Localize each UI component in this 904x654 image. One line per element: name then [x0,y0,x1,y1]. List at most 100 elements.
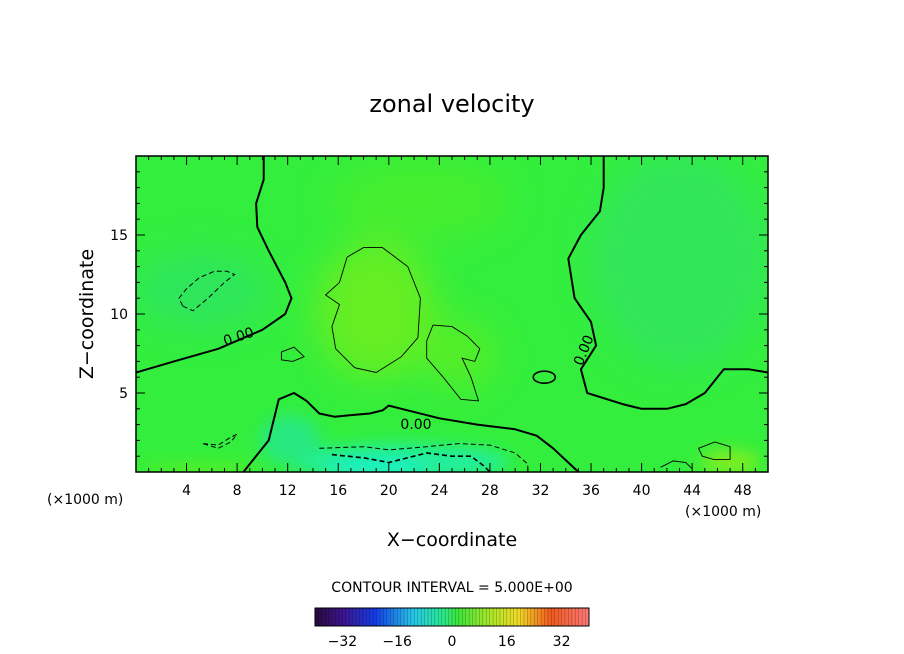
colorbar-cell [571,608,576,626]
colorbar-cell [489,608,494,626]
zero-contour-right [567,156,768,410]
colorbar-cell [544,608,549,626]
colorbar-cell [510,608,514,626]
colorbar-cell [469,608,473,626]
colorbar-tick-label: 16 [498,634,516,650]
colorbar-cell [421,608,425,626]
zero-contour-left [136,156,293,374]
colorbar-cell [561,608,566,626]
colorbar-frame [314,607,590,627]
field-patch-bottom-right [700,450,760,472]
colorbar-cell [472,608,477,626]
colorbar-cell [434,608,439,626]
colorbar-cell [486,608,490,626]
colorbar-cell [452,608,456,626]
colorbar-cell [349,608,353,626]
field-patch-top [330,160,510,240]
colorbar-cell [424,608,429,626]
zero-contour-blob [532,370,557,385]
colorbar-cell [362,608,367,626]
chart-title: zonal velocity [369,90,534,118]
field-patch-upper-left [136,250,270,330]
zero-contour-bottom [242,392,580,472]
colorbar-cell [565,608,569,626]
colorbar-cell [523,608,528,626]
colorbar-cell [352,608,357,626]
x-tick-label: 12 [279,483,297,499]
negative-contour [319,443,529,472]
colorbar-cell [366,608,371,626]
colorbar-cell [414,608,419,626]
y-axis-ticks: 5 10 15 [110,171,768,457]
plot-area [136,156,768,472]
colorbar-cell [359,608,364,626]
colorbar-cell [383,608,388,626]
contour-lines [136,156,768,472]
colorbar-cell [376,608,381,626]
colorbar-cell [547,608,552,626]
colorbar-cell [328,608,333,626]
colorbar-cell [404,608,408,626]
positive-contour [324,247,421,373]
y-axis-label: Z−coordinate [76,249,98,379]
colorbar-cell [465,608,470,626]
y-tick-label: 15 [110,228,128,244]
colorbar-cell [503,608,508,626]
field-patch-bottom-edge [140,464,260,472]
colorbar-cell [441,608,446,626]
colorbar-cell [393,608,398,626]
x-tick-label: 20 [380,483,398,499]
colorbar-cell [554,608,559,626]
positive-contour [280,346,305,362]
colorbar-cell [369,608,374,626]
negative-contour [331,452,491,472]
colorbar-cell [342,608,347,626]
y-tick-label: 10 [110,307,128,323]
field-patch-right [590,156,768,370]
x-tick-label: 44 [683,483,701,499]
colorbar-cell [345,608,350,626]
colorbar-tick-label: 32 [553,634,571,650]
colorbar-cell [527,608,532,626]
colorbar-cell [386,608,391,626]
colorbar-cell [321,608,326,626]
x-axis-label: X−coordinate [387,529,517,551]
field-patch-bottom-left [260,415,320,465]
x-tick-label: 32 [532,483,550,499]
colorbar-cell [534,608,538,626]
positive-contour [426,324,481,402]
colorbar-cell [400,608,405,626]
x-tick-label: 48 [734,483,752,499]
colorbar-cell [551,608,556,626]
x-axis-ticks: 4 8 12 16 20 24 28 32 36 40 44 48 [148,156,756,499]
colorbar-cell [506,608,511,626]
field-patch-bottom-cyan-core [325,460,425,472]
colorbar-cell [438,608,443,626]
colorbar-cell [520,608,525,626]
colorbar-cell [410,608,415,626]
colorbar-cell [315,608,319,626]
field-patch-center-right [425,320,495,390]
colorbar-cell [479,608,484,626]
colorbar-cell [318,608,323,626]
contour-interval-text: CONTOUR INTERVAL = 5.000E+00 [331,580,572,596]
colorbar-cell [493,608,497,626]
colorbar-cell [582,608,586,626]
x-tick-label: 24 [430,483,448,499]
positive-contour [698,441,731,460]
colorbar-cell [448,608,453,626]
colorbar-cell [390,608,395,626]
colorbar-cell [397,608,401,626]
colorbar-cell [335,608,340,626]
colorbar-cell [455,608,460,626]
colorbar-cell [496,608,501,626]
x-tick-label: 4 [182,483,191,499]
contour-label-bottom: 0.00 [400,417,431,433]
x-tick-label: 8 [233,483,242,499]
colorbar-tick-label: 0 [448,634,457,650]
colorbar-cell [417,608,422,626]
colorbar-cell [332,608,336,626]
colorbar-cell [530,608,535,626]
negative-contour [178,270,236,312]
